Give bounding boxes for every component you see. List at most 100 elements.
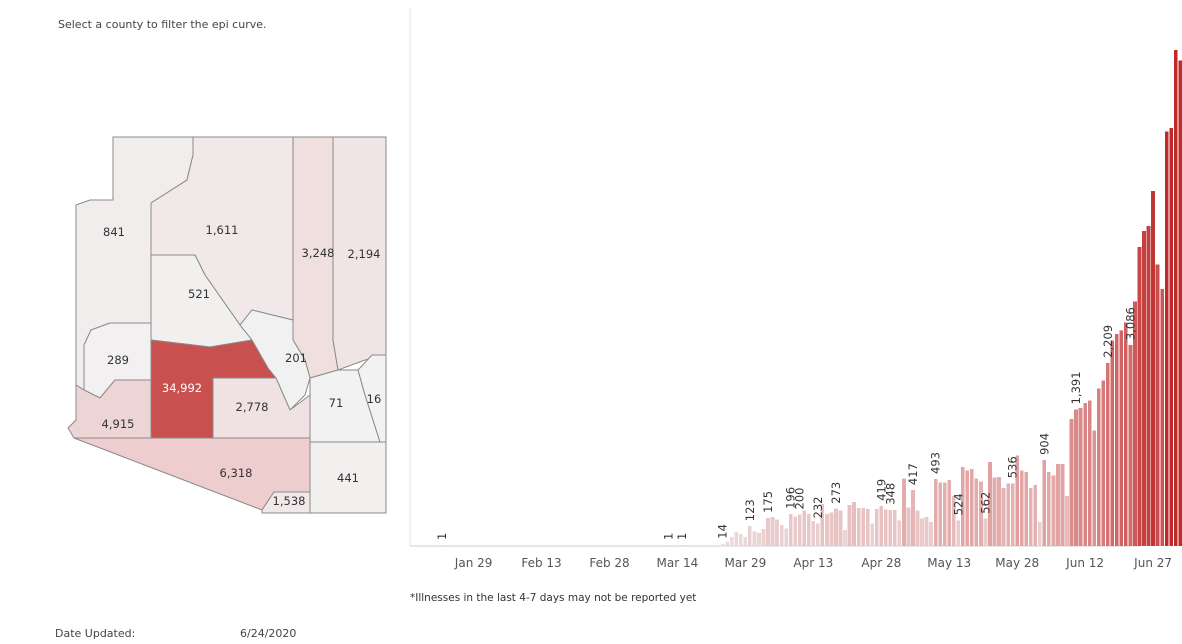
- bar[interactable]: [883, 509, 888, 546]
- bar[interactable]: [1083, 402, 1087, 546]
- bar[interactable]: [1142, 230, 1146, 547]
- bar[interactable]: [1178, 60, 1182, 547]
- bar[interactable]: [888, 509, 893, 546]
- bar[interactable]: [680, 545, 684, 546]
- bar[interactable]: [1033, 484, 1038, 546]
- bar[interactable]: [1042, 459, 1047, 546]
- bar[interactable]: [1096, 388, 1101, 546]
- bar[interactable]: [874, 509, 879, 546]
- bar[interactable]: [938, 482, 942, 546]
- bar[interactable]: [1114, 333, 1119, 546]
- bar[interactable]: [970, 468, 974, 546]
- bar[interactable]: [1015, 455, 1020, 546]
- bar[interactable]: [861, 507, 865, 546]
- bar[interactable]: [788, 513, 793, 546]
- bar[interactable]: [951, 496, 956, 546]
- bar[interactable]: [834, 508, 838, 546]
- bar[interactable]: [440, 545, 444, 546]
- bar[interactable]: [1069, 419, 1074, 546]
- bar[interactable]: [666, 545, 671, 546]
- bar[interactable]: [1060, 464, 1065, 546]
- bar[interactable]: [956, 520, 961, 546]
- bar[interactable]: [1137, 247, 1142, 547]
- bar[interactable]: [806, 513, 811, 546]
- bar[interactable]: [911, 490, 915, 546]
- bar[interactable]: [902, 478, 906, 546]
- bar[interactable]: [1169, 128, 1174, 547]
- bar[interactable]: [1010, 483, 1015, 546]
- bar[interactable]: [843, 529, 847, 546]
- bar[interactable]: [779, 525, 784, 546]
- bar[interactable]: [1119, 330, 1124, 546]
- county-santacruz[interactable]: [261, 491, 311, 514]
- bar[interactable]: [757, 533, 761, 546]
- bar[interactable]: [1006, 483, 1010, 546]
- bar[interactable]: [1065, 496, 1069, 546]
- bar[interactable]: [820, 504, 825, 546]
- bar[interactable]: [1151, 190, 1155, 546]
- bar[interactable]: [752, 531, 757, 546]
- bar[interactable]: [1101, 380, 1106, 546]
- bar[interactable]: [815, 523, 820, 547]
- bar[interactable]: [825, 513, 829, 546]
- bar[interactable]: [915, 510, 920, 546]
- bar[interactable]: [1173, 50, 1178, 546]
- county-gila[interactable]: [239, 309, 311, 411]
- bar[interactable]: [1001, 488, 1006, 546]
- county-cochise[interactable]: [309, 441, 387, 514]
- bar[interactable]: [1110, 340, 1115, 546]
- bar[interactable]: [960, 466, 965, 546]
- bar[interactable]: [924, 517, 929, 546]
- bar[interactable]: [761, 529, 766, 546]
- bar[interactable]: [784, 528, 788, 546]
- county-yuma[interactable]: [67, 379, 152, 439]
- bar[interactable]: [793, 516, 798, 546]
- bar[interactable]: [965, 470, 970, 546]
- bar[interactable]: [725, 541, 730, 547]
- bar[interactable]: [734, 531, 739, 546]
- bar[interactable]: [720, 543, 725, 546]
- bar[interactable]: [997, 476, 1001, 546]
- bar[interactable]: [947, 480, 952, 546]
- bar[interactable]: [743, 537, 748, 546]
- bar[interactable]: [1146, 226, 1151, 546]
- bar[interactable]: [1128, 345, 1133, 546]
- bar[interactable]: [929, 521, 933, 546]
- bar[interactable]: [847, 505, 852, 546]
- bar[interactable]: [1133, 301, 1137, 546]
- bar[interactable]: [870, 523, 875, 547]
- bar[interactable]: [897, 520, 902, 546]
- bar[interactable]: [1155, 264, 1160, 546]
- bar[interactable]: [979, 481, 983, 546]
- bar[interactable]: [906, 507, 911, 546]
- bar[interactable]: [974, 478, 979, 547]
- bar[interactable]: [983, 518, 988, 546]
- bar[interactable]: [1105, 362, 1110, 546]
- bar[interactable]: [1024, 472, 1029, 546]
- bar[interactable]: [1019, 470, 1024, 546]
- bar[interactable]: [797, 514, 802, 547]
- bar[interactable]: [811, 521, 816, 546]
- bar[interactable]: [766, 517, 770, 546]
- bar[interactable]: [729, 537, 734, 546]
- county-apache[interactable]: [332, 136, 387, 371]
- bar[interactable]: [1164, 131, 1169, 546]
- bar[interactable]: [920, 518, 924, 546]
- bar[interactable]: [770, 517, 775, 546]
- bar[interactable]: [829, 512, 834, 546]
- bar[interactable]: [1028, 488, 1033, 546]
- bar[interactable]: [988, 461, 992, 546]
- bar[interactable]: [893, 509, 897, 546]
- bar[interactable]: [802, 510, 807, 546]
- bar[interactable]: [1160, 288, 1164, 546]
- bar[interactable]: [933, 478, 938, 546]
- bar[interactable]: [856, 508, 861, 546]
- bar[interactable]: [852, 502, 856, 546]
- bar[interactable]: [1037, 521, 1042, 546]
- bar[interactable]: [1074, 409, 1078, 546]
- bar[interactable]: [865, 509, 870, 546]
- bar[interactable]: [1087, 400, 1092, 546]
- bar[interactable]: [1124, 322, 1128, 546]
- bar[interactable]: [1078, 407, 1083, 546]
- bar[interactable]: [1092, 430, 1097, 546]
